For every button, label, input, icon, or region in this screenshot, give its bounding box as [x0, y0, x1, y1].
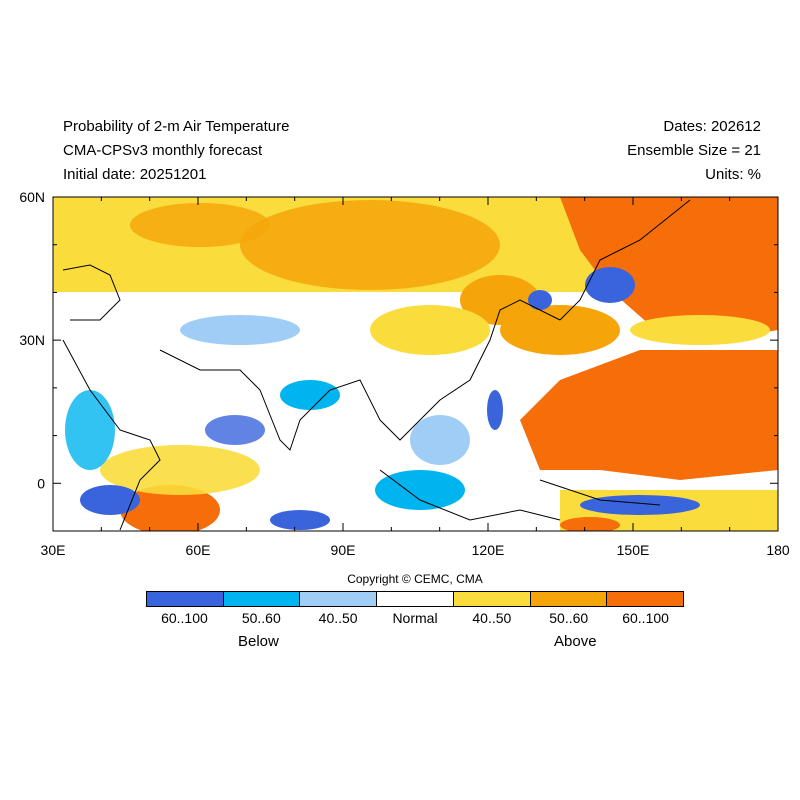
- lon-tick-label: 30E: [41, 542, 66, 558]
- region-above-50-pacific: [500, 305, 620, 355]
- legend-below-label: Below: [238, 633, 279, 650]
- region-below-60-africa: [80, 485, 140, 515]
- legend-label-2: 40..50: [318, 610, 358, 626]
- region-below-60-south: [270, 510, 330, 530]
- legend-labels: 60..100 50..60 40..50 Normal 40..50 50..60 60.…: [146, 610, 684, 626]
- legend-swatch-3: [377, 592, 454, 606]
- copyright-text: Copyright © CEMC, CMA: [347, 572, 483, 586]
- region-below-40-iran: [180, 315, 300, 345]
- region-above-60-west-pacific: [520, 350, 778, 480]
- forecast-dates: Dates: 202612: [663, 118, 761, 135]
- coastline-black-sea: [62, 264, 121, 321]
- region-below-60-japan: [585, 267, 635, 303]
- legend-label-4: 40..50: [472, 610, 512, 626]
- region-above-60-indian-ocean: [120, 485, 220, 531]
- map-field: [53, 197, 778, 531]
- coastline-east-asia: [559, 199, 691, 321]
- legend-swatch-2: [300, 592, 378, 606]
- legend-swatch-5: [530, 592, 608, 606]
- region-above-40-china: [370, 305, 490, 355]
- legend-swatch-4: [453, 592, 531, 606]
- region-below-60-korea: [528, 290, 552, 310]
- legend-swatch-0: [147, 592, 224, 606]
- lon-tick-label: 150E: [617, 542, 650, 558]
- lon-tick-label: 90E: [331, 542, 356, 558]
- legend-label-6: 60..100: [622, 610, 669, 626]
- model-label: CMA-CPSv3 monthly forecast: [63, 142, 263, 159]
- region-above-60-north-pacific: [560, 197, 778, 340]
- color-legend: [146, 591, 684, 607]
- legend-swatch-1: [223, 592, 301, 606]
- coastline-png: [539, 479, 661, 506]
- legend-swatch-6: [607, 592, 684, 606]
- region-below-60-png: [580, 495, 700, 515]
- lon-tick-label: 180: [766, 542, 790, 558]
- units-label: Units: %: [705, 166, 761, 183]
- region-above-60-coral: [560, 517, 620, 531]
- legend-label-0: 60..100: [161, 610, 208, 626]
- lat-tick-label: 0: [37, 475, 45, 491]
- region-below-40-bay: [410, 415, 470, 465]
- initial-date: Initial date: 20251201: [63, 166, 207, 183]
- map-frame: [52, 196, 779, 532]
- lat-tick-label: 30N: [19, 332, 45, 348]
- region-above-40-pacific: [630, 315, 770, 345]
- region-above-40-indian-ocean: [100, 445, 260, 495]
- legend-label-5: 50..60: [549, 610, 589, 626]
- region-below-50-indonesia: [375, 470, 465, 510]
- region-below-50-east-africa: [65, 390, 115, 470]
- ensemble-size: Ensemble Size = 21: [627, 142, 761, 159]
- legend-above-label: Above: [554, 633, 597, 650]
- coastline-south-asia: [159, 299, 561, 451]
- chart-title: Probability of 2-m Air Temperature: [63, 118, 290, 135]
- coastline-arabia-africa: [62, 339, 161, 531]
- legend-label-1: 50..60: [241, 610, 281, 626]
- region-below-60-arabian-sea: [205, 415, 265, 445]
- region-below-60-philippines: [487, 390, 503, 430]
- axis-ticks: 30E 60E 90E 120E 150E 180 60N 30N 0: [19, 189, 790, 558]
- region-below-50-india: [280, 380, 340, 410]
- coastline-indonesia: [379, 469, 561, 521]
- region-above-50-central-asia: [240, 200, 500, 290]
- lon-tick-label: 120E: [472, 542, 505, 558]
- region-above-50-west: [130, 203, 270, 247]
- lat-tick-label: 60N: [19, 189, 45, 205]
- legend-label-3: Normal: [392, 610, 438, 626]
- lon-tick-label: 60E: [186, 542, 211, 558]
